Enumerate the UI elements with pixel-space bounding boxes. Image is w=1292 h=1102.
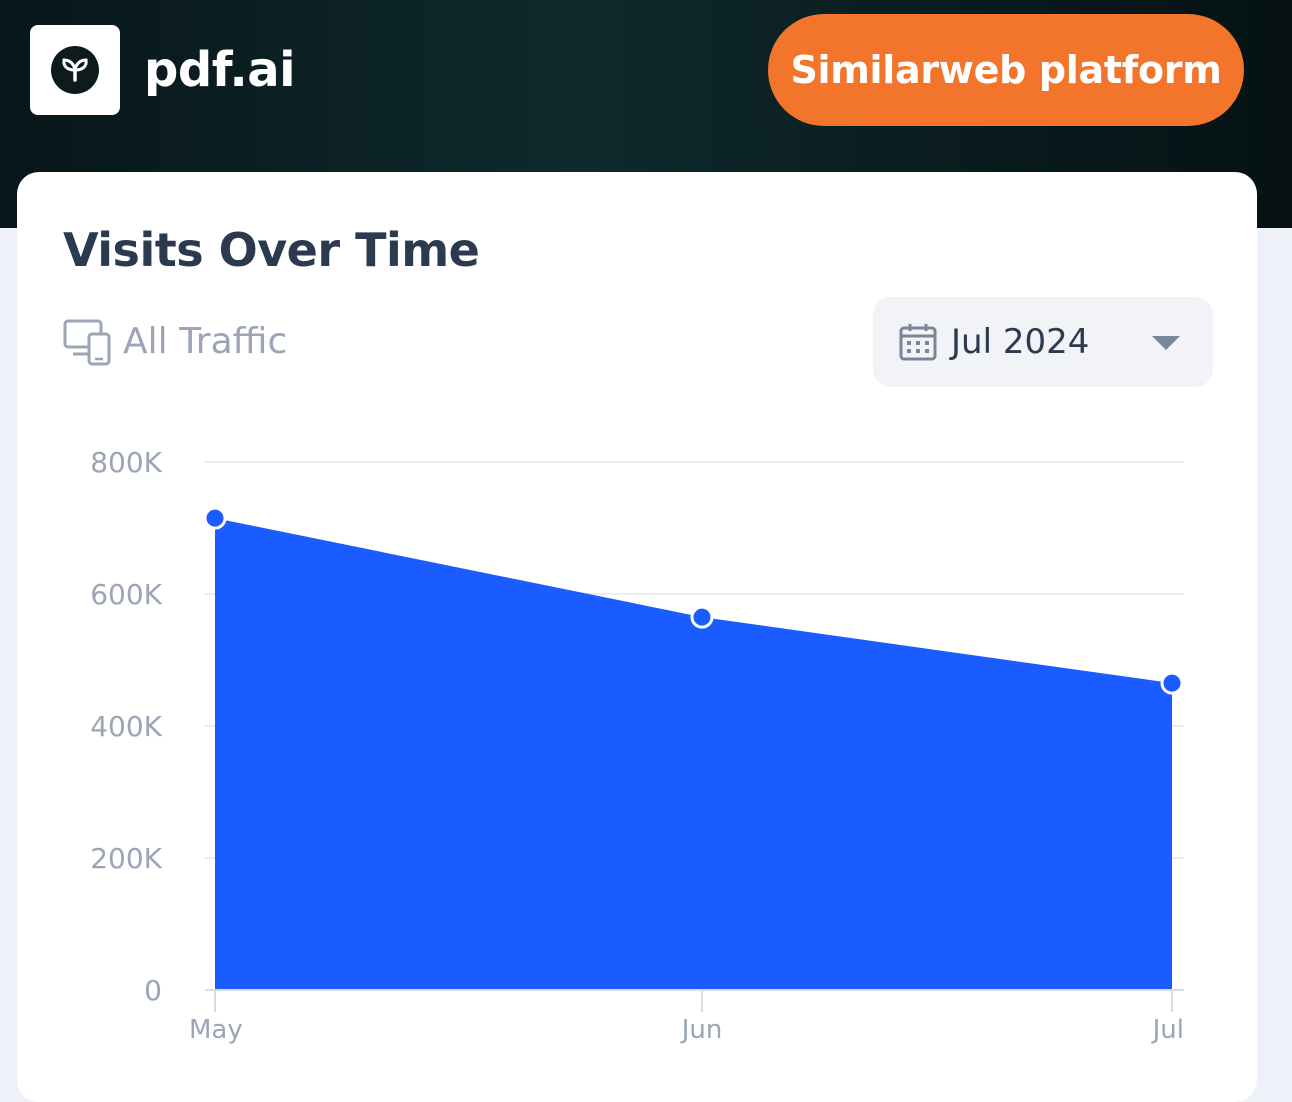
card-title: Visits Over Time <box>63 223 480 277</box>
x-tick-label: May <box>189 1015 243 1045</box>
y-tick-label: 800K <box>90 446 162 479</box>
traffic-filter: All Traffic <box>63 316 287 368</box>
date-select-value: Jul 2024 <box>951 322 1090 362</box>
y-tick-label: 600K <box>90 578 162 611</box>
date-select[interactable]: Jul 2024 <box>873 297 1213 387</box>
y-tick-label: 400K <box>90 710 162 743</box>
data-point[interactable] <box>690 605 714 629</box>
calendar-icon <box>899 324 937 361</box>
data-point[interactable] <box>203 506 227 530</box>
area-series <box>215 518 1172 990</box>
visits-chart: 0 200K 400K 600K 800K May Jun Jul <box>90 446 1184 1045</box>
y-tick-label: 0 <box>144 974 162 1007</box>
y-tick-label: 200K <box>90 842 162 875</box>
site-name: pdf.ai <box>144 42 296 98</box>
x-tick-label: Jul <box>1151 1015 1184 1045</box>
traffic-filter-label: All Traffic <box>123 321 288 362</box>
caret-down-icon <box>1152 336 1180 350</box>
leaf-logo-icon <box>51 46 99 94</box>
x-tick-label: Jun <box>680 1015 723 1045</box>
devices-icon <box>63 319 111 366</box>
site-logo[interactable] <box>30 25 120 115</box>
data-point[interactable] <box>1160 671 1184 695</box>
similarweb-platform-button[interactable]: Similarweb platform <box>768 14 1244 126</box>
